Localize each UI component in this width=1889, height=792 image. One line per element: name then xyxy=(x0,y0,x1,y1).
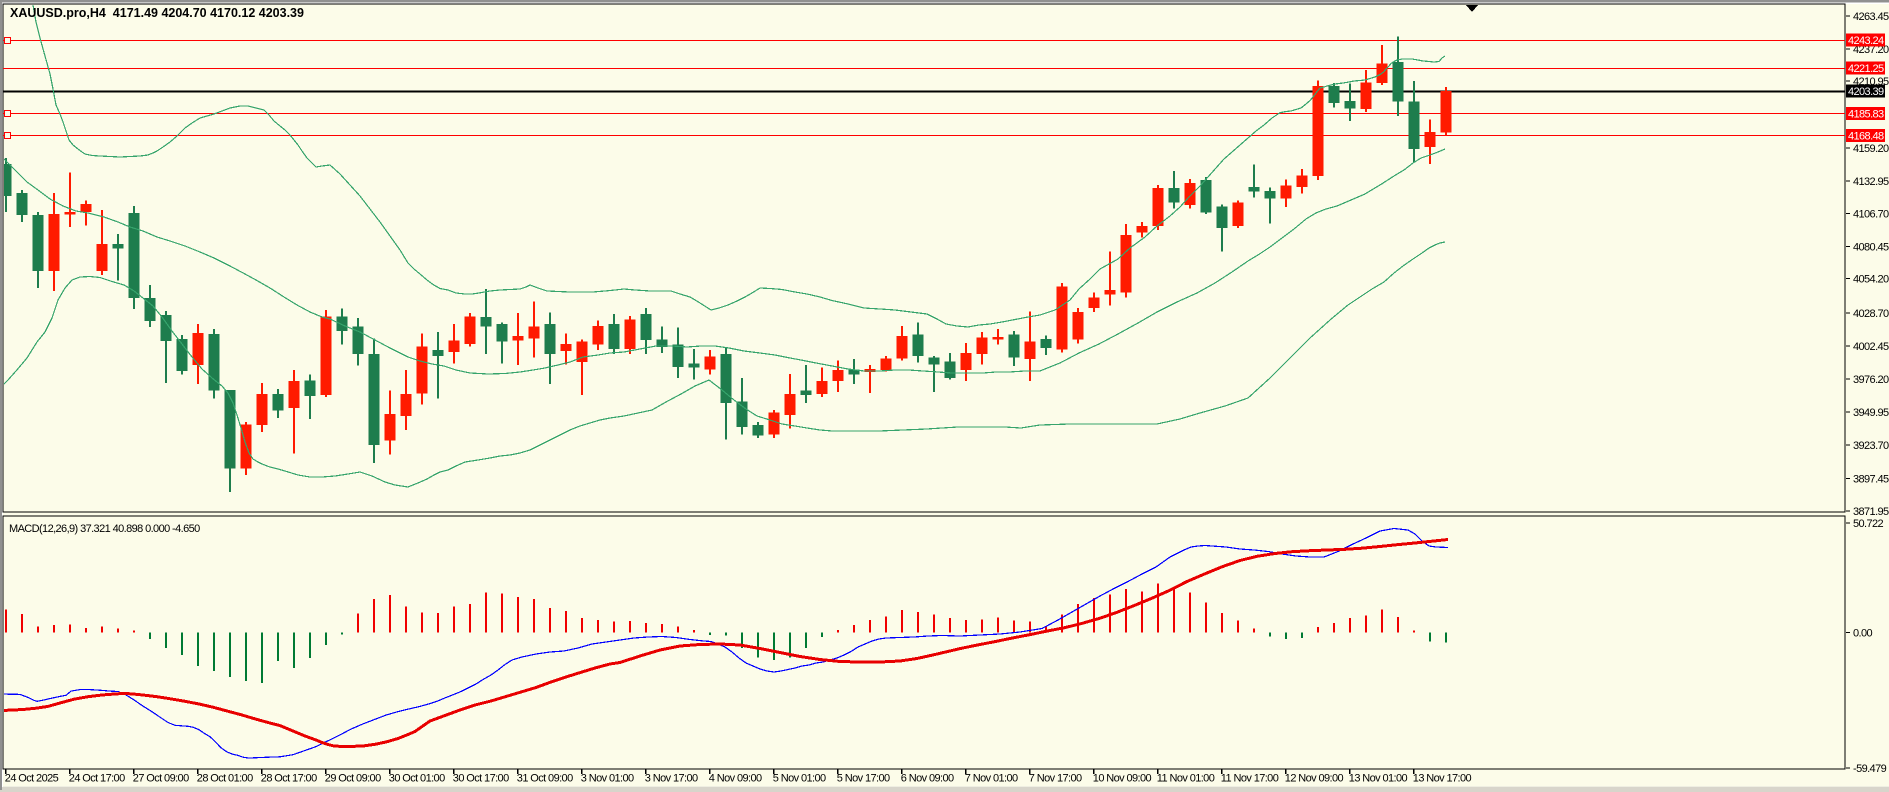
svg-text:27 Oct 09:00: 27 Oct 09:00 xyxy=(133,773,189,785)
svg-text:11 Nov 17:00: 11 Nov 17:00 xyxy=(1221,773,1279,785)
svg-text:MACD(12,26,9) 37.321 40.898 0.: MACD(12,26,9) 37.321 40.898 0.000 -4.650 xyxy=(9,523,200,535)
svg-text:13 Nov 17:00: 13 Nov 17:00 xyxy=(1413,773,1472,785)
svg-text:3976.20: 3976.20 xyxy=(1853,374,1889,386)
svg-text:30 Oct 01:00: 30 Oct 01:00 xyxy=(389,773,445,785)
svg-text:12 Nov 09:00: 12 Nov 09:00 xyxy=(1285,773,1344,785)
svg-text:28 Oct 17:00: 28 Oct 17:00 xyxy=(261,773,317,785)
svg-text:3897.45: 3897.45 xyxy=(1853,474,1889,486)
svg-text:3 Nov 17:00: 3 Nov 17:00 xyxy=(645,773,698,785)
svg-text:XAUUSD.pro,H4 4171.49 4204.70: XAUUSD.pro,H4 4171.49 4204.70 4170.12 42… xyxy=(10,6,304,20)
svg-text:4054.20: 4054.20 xyxy=(1853,274,1889,286)
svg-text:4159.20: 4159.20 xyxy=(1853,143,1889,155)
svg-text:-59.479: -59.479 xyxy=(1853,763,1887,775)
svg-text:3 Nov 01:00: 3 Nov 01:00 xyxy=(581,773,634,785)
svg-text:7 Nov 01:00: 7 Nov 01:00 xyxy=(965,773,1018,785)
svg-text:3949.95: 3949.95 xyxy=(1853,407,1889,419)
svg-text:0.00: 0.00 xyxy=(1853,628,1872,640)
svg-text:7 Nov 17:00: 7 Nov 17:00 xyxy=(1029,773,1082,785)
svg-text:6 Nov 09:00: 6 Nov 09:00 xyxy=(901,773,954,785)
svg-text:24 Oct 17:00: 24 Oct 17:00 xyxy=(69,773,125,785)
svg-text:4185.83: 4185.83 xyxy=(1848,109,1884,121)
svg-text:5 Nov 01:00: 5 Nov 01:00 xyxy=(773,773,826,785)
svg-text:4168.48: 4168.48 xyxy=(1848,131,1884,143)
svg-text:28 Oct 01:00: 28 Oct 01:00 xyxy=(197,773,253,785)
svg-text:4106.70: 4106.70 xyxy=(1853,209,1889,221)
svg-text:10 Nov 09:00: 10 Nov 09:00 xyxy=(1093,773,1152,785)
svg-text:5 Nov 17:00: 5 Nov 17:00 xyxy=(837,773,890,785)
svg-text:13 Nov 01:00: 13 Nov 01:00 xyxy=(1349,773,1408,785)
svg-text:4002.45: 4002.45 xyxy=(1853,341,1889,353)
svg-text:4028.70: 4028.70 xyxy=(1853,308,1889,320)
svg-text:24 Oct 2025: 24 Oct 2025 xyxy=(5,773,59,785)
svg-text:29 Oct 09:00: 29 Oct 09:00 xyxy=(325,773,381,785)
svg-text:30 Oct 17:00: 30 Oct 17:00 xyxy=(453,773,509,785)
svg-text:3923.70: 3923.70 xyxy=(1853,440,1889,452)
svg-text:4237.20: 4237.20 xyxy=(1853,44,1889,56)
svg-text:11 Nov 01:00: 11 Nov 01:00 xyxy=(1157,773,1215,785)
svg-text:4080.45: 4080.45 xyxy=(1853,242,1889,254)
svg-text:4132.95: 4132.95 xyxy=(1853,176,1889,188)
svg-text:4203.39: 4203.39 xyxy=(1848,86,1884,98)
svg-text:50.722: 50.722 xyxy=(1853,518,1884,530)
svg-text:4221.25: 4221.25 xyxy=(1848,63,1884,75)
svg-text:4 Nov 09:00: 4 Nov 09:00 xyxy=(709,773,762,785)
svg-text:4243.24: 4243.24 xyxy=(1848,35,1884,47)
svg-text:31 Oct 09:00: 31 Oct 09:00 xyxy=(517,773,573,785)
svg-text:4263.45: 4263.45 xyxy=(1853,11,1889,23)
svg-text:3871.95: 3871.95 xyxy=(1853,506,1889,518)
